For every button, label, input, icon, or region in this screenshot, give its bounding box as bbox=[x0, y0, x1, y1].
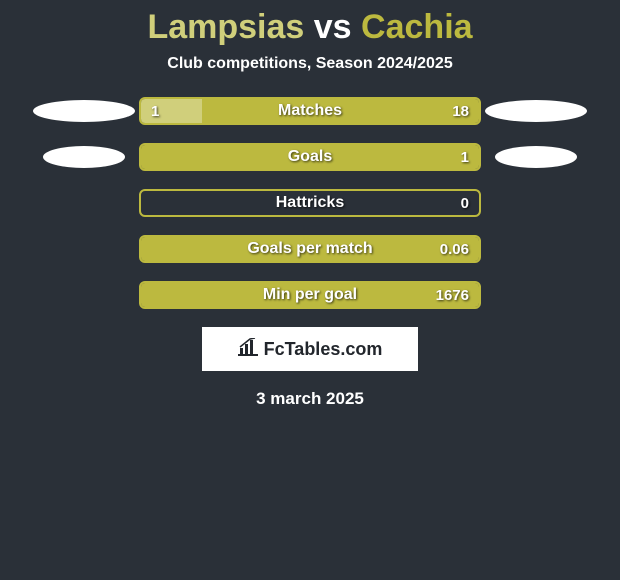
club-logo-placeholder bbox=[485, 100, 587, 122]
stat-value-right: 0.06 bbox=[440, 237, 469, 261]
stat-bar: Min per goal1676 bbox=[139, 281, 481, 309]
player2-name: Cachia bbox=[361, 8, 473, 46]
stat-row: Goals per match0.06 bbox=[0, 235, 620, 263]
stat-label: Matches bbox=[141, 99, 479, 123]
stat-value-right: 18 bbox=[452, 99, 469, 123]
stat-bar: Goals per match0.06 bbox=[139, 235, 481, 263]
stat-bar: Goals1 bbox=[139, 143, 481, 171]
player1-name: Lampsias bbox=[147, 8, 304, 46]
page-title: Lampsias vs Cachia bbox=[0, 0, 620, 49]
stat-label: Goals per match bbox=[141, 237, 479, 261]
club-slot-right bbox=[481, 146, 591, 168]
stat-row: Hattricks0 bbox=[0, 189, 620, 217]
fctables-logo-text: FcTables.com bbox=[264, 339, 383, 360]
stat-value-right: 1676 bbox=[436, 283, 469, 307]
fctables-logo-box: FcTables.com bbox=[202, 327, 418, 371]
club-logo-placeholder bbox=[33, 100, 135, 122]
stat-bar: Hattricks0 bbox=[139, 189, 481, 217]
stat-rows-container: Matches118Goals1Hattricks0Goals per matc… bbox=[0, 97, 620, 309]
stat-label: Goals bbox=[141, 145, 479, 169]
stat-row: Goals1 bbox=[0, 143, 620, 171]
date-line: 3 march 2025 bbox=[0, 389, 620, 409]
club-slot-left bbox=[29, 146, 139, 168]
stat-value-right: 1 bbox=[461, 145, 469, 169]
subtitle: Club competitions, Season 2024/2025 bbox=[0, 55, 620, 73]
vs-word: vs bbox=[314, 8, 352, 46]
club-slot-left bbox=[29, 100, 139, 122]
club-logo-placeholder bbox=[43, 146, 125, 168]
stat-label: Hattricks bbox=[141, 191, 479, 215]
stat-value-right: 0 bbox=[461, 191, 469, 215]
stat-row: Matches1 18 bbox=[0, 97, 620, 125]
stat-row: Min per goal1676 bbox=[0, 281, 620, 309]
stat-value-left: 1 bbox=[151, 99, 159, 123]
chart-icon bbox=[238, 338, 258, 361]
club-slot-right bbox=[481, 100, 591, 122]
stat-label: Min per goal bbox=[141, 283, 479, 307]
club-logo-placeholder bbox=[495, 146, 577, 168]
stat-bar: Matches1 18 bbox=[139, 97, 481, 125]
